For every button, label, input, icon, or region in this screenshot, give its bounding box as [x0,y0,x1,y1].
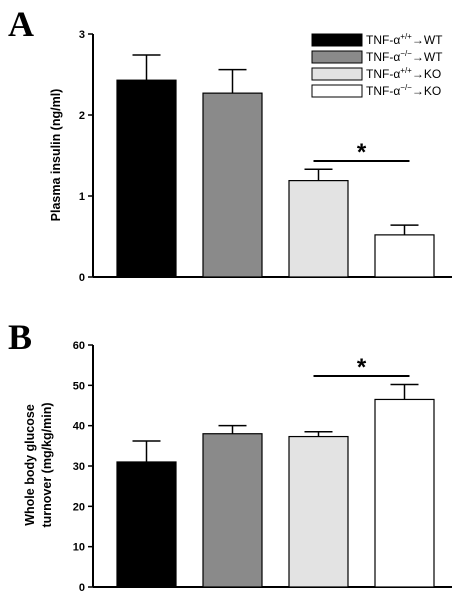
y-tick-label: 30 [73,461,85,473]
bar [202,433,263,588]
legend-swatch [311,84,363,98]
legend-label: TNF-α−/−→WT [366,49,443,64]
bar [288,180,349,278]
y-tick-label: 1 [79,191,85,203]
y-tick-label: 10 [73,542,85,554]
legend-label: TNF-α−/−→KO [366,83,441,98]
bar [288,435,349,588]
legend: TNF-α+/+→WT TNF-α−/−→WT TNF-α+/+→KO TNF-α−/… [311,32,443,98]
legend-swatch [311,33,363,47]
panel-letter: A [8,4,34,44]
bar [374,234,435,278]
panel-letter: B [8,317,32,357]
y-axis-title: Whole body glucose [23,404,37,526]
legend-label: TNF-α+/+→WT [366,32,443,47]
y-axis-title: turnover (mg/kg/min) [40,402,54,527]
y-tick-label: 50 [73,380,85,392]
y-tick-label: 60 [73,340,85,352]
significance-star: * [357,139,367,166]
legend-label: TNF-α+/+→KO [366,66,441,81]
y-tick-label: 40 [73,421,85,433]
y-axis-title: Plasma insulin (ng/ml) [49,89,63,222]
y-tick-label: 3 [79,29,85,41]
legend-swatch [311,50,363,64]
bar [116,461,177,588]
legend-swatch [311,67,363,81]
y-tick-label: 20 [73,501,85,513]
bar [374,398,435,588]
chart-panel-b: B Whole body glucose turnover (mg/kg/min) 0… [8,317,452,594]
significance-star: * [357,354,367,381]
bar [202,92,263,278]
y-tick-label: 0 [79,272,85,284]
y-tick-label: 2 [79,110,85,122]
bar [116,79,177,278]
y-tick-label: 0 [79,582,85,594]
